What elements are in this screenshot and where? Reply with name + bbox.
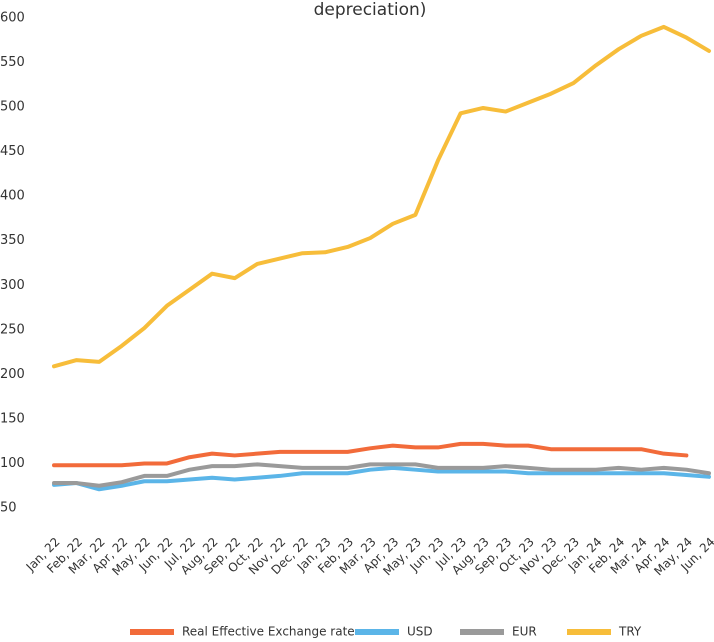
- y-tick-label: 150: [0, 411, 25, 426]
- legend-label: USD: [407, 625, 433, 639]
- line-series: [52, 441, 689, 468]
- chart-title: depreciation): [314, 0, 427, 20]
- y-tick-label: 400: [0, 189, 25, 204]
- y-tick-label: 450: [0, 144, 25, 159]
- y-tick-label: 500: [0, 100, 25, 115]
- line-series: [52, 465, 711, 492]
- y-tick-label: 600: [0, 11, 25, 26]
- y-tick-label: 100: [0, 456, 25, 471]
- legend-label: EUR: [512, 625, 537, 639]
- line-series: [52, 462, 711, 488]
- legend-label: TRY: [618, 625, 642, 639]
- y-tick-label: 50: [0, 501, 17, 516]
- y-tick-label: 550: [0, 55, 25, 70]
- y-tick-label: 250: [0, 322, 25, 337]
- y-tick-label: 350: [0, 233, 25, 248]
- legend-label: Real Effective Exchange rate: [182, 625, 355, 639]
- y-tick-label: 200: [0, 367, 25, 382]
- y-tick-label: 300: [0, 278, 25, 293]
- line-series: [52, 24, 711, 369]
